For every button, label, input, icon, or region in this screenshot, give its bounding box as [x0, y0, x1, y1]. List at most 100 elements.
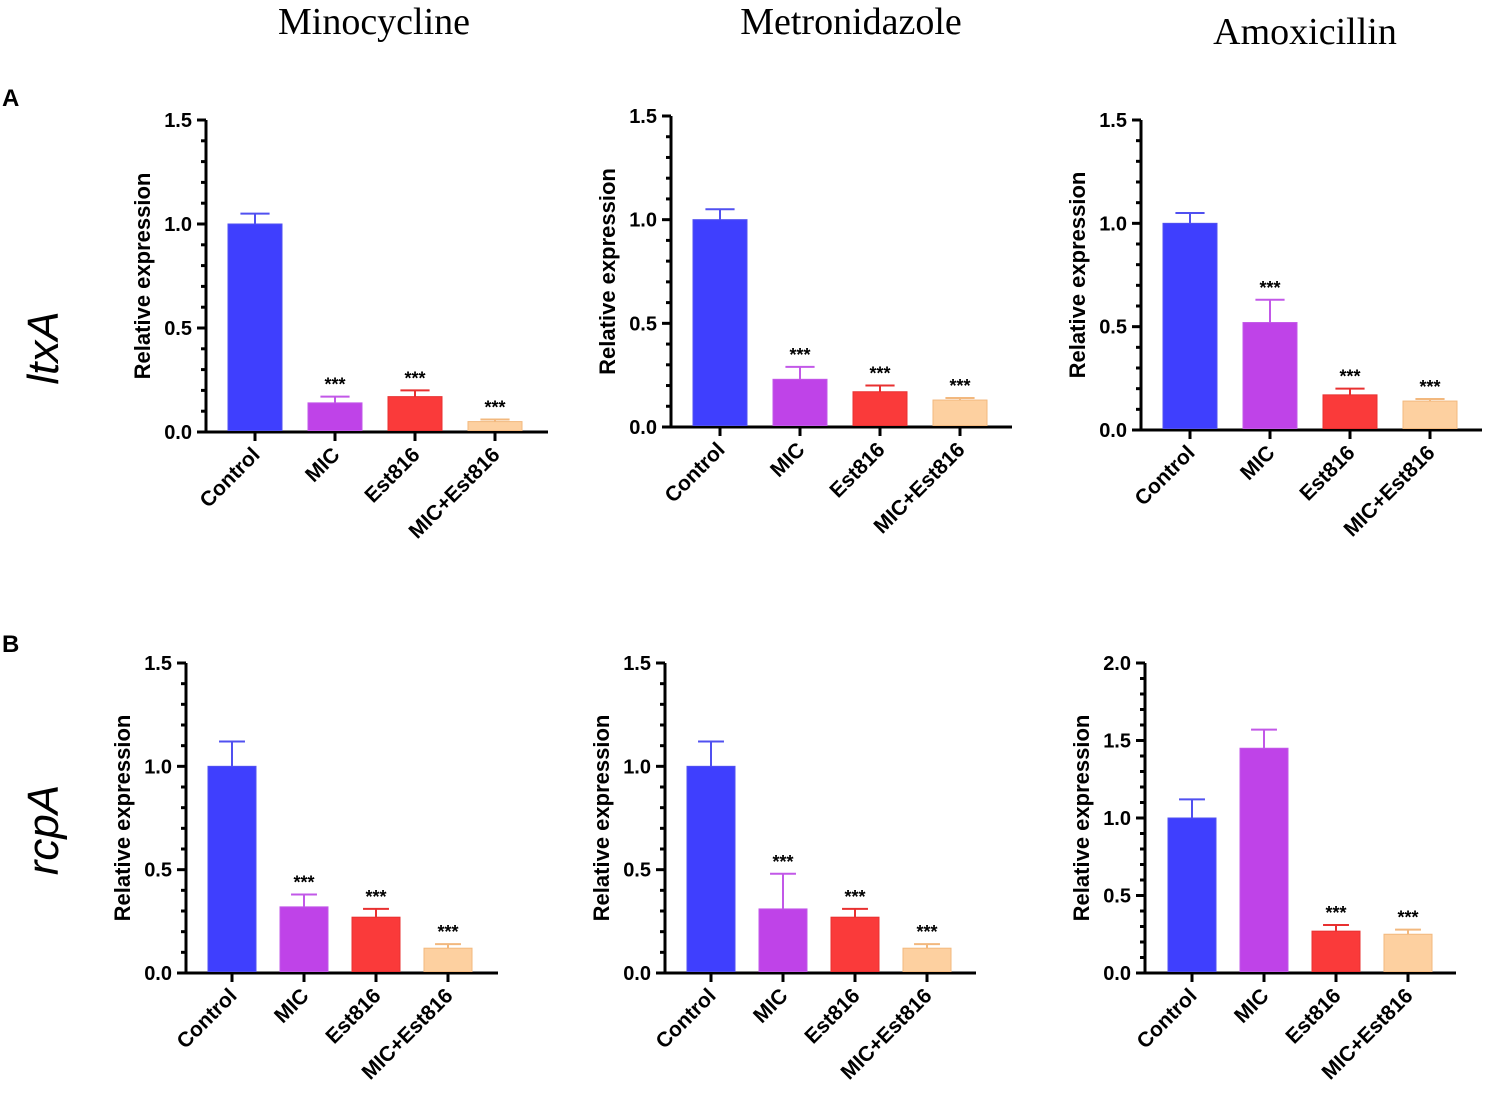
- significance-mic: ***: [293, 872, 314, 892]
- significance-mic-plus-est816: ***: [437, 922, 458, 942]
- y-tick-label: 0.0: [144, 963, 172, 985]
- category-label-mic: MIC: [301, 443, 344, 486]
- significance-mic: ***: [789, 345, 810, 365]
- category-label-est816: Est816: [825, 438, 889, 502]
- category-label-mic: MIC: [766, 438, 809, 481]
- significance-mic: ***: [1259, 278, 1280, 298]
- y-tick-label: 0.5: [629, 313, 657, 335]
- y-tick-label: 0.0: [164, 422, 192, 444]
- significance-est816: ***: [869, 364, 890, 384]
- y-tick-label: 1.0: [629, 210, 657, 232]
- y-tick-label: 1.0: [1103, 808, 1131, 830]
- panel-letter-b: B: [2, 631, 19, 658]
- y-tick-label: 0.0: [629, 417, 657, 439]
- bar-mic-plus-est816: [902, 947, 952, 973]
- bar-mic-plus-est816: [467, 421, 523, 432]
- panel-letter-a: A: [2, 85, 19, 112]
- bar-mic-plus-est816: [932, 399, 988, 426]
- chart-rcpa-metronidazole: 0.0 0.5 1.0 1.5 Relative expression Control **…: [589, 653, 976, 1084]
- bar-control: [1167, 817, 1217, 972]
- bar-control: [686, 765, 736, 972]
- y-tick-label: 0.5: [1099, 317, 1127, 339]
- bar-control: [207, 765, 257, 972]
- y-tick-label: 1.0: [164, 214, 192, 236]
- category-label-est816: Est816: [360, 443, 424, 507]
- category-label-est816: Est816: [1295, 441, 1359, 505]
- y-tick-label: 2.0: [1103, 653, 1131, 675]
- significance-mic-plus-est816: ***: [484, 398, 505, 418]
- category-label-mic: MIC: [270, 984, 313, 1027]
- y-tick-label: 1.0: [144, 756, 172, 778]
- row-label-ltxa: ltxA: [19, 311, 68, 384]
- significance-mic-plus-est816: ***: [1419, 377, 1440, 397]
- chart-rcpa-amoxicillin: 0.0 0.5 1.0 1.5 2.0 Relative expression Contro…: [1069, 653, 1456, 1084]
- y-axis-label: Relative expression: [595, 168, 620, 375]
- significance-est816: ***: [404, 368, 425, 388]
- category-label-control: Control: [172, 984, 241, 1053]
- category-label-mic: MIC: [1230, 984, 1273, 1027]
- bar-est816: [351, 916, 401, 973]
- significance-mic-plus-est816: ***: [1397, 908, 1418, 928]
- column-title-minocycline: Minocycline: [278, 1, 470, 43]
- bar-mic: [1242, 322, 1298, 429]
- chart-ltxa-amoxicillin: 0.0 0.5 1.0 1.5 Relative expression Control **…: [1065, 110, 1482, 541]
- y-tick-label: 0.0: [623, 963, 651, 985]
- chart-ltxa-minocycline: 0.0 0.5 1.0 1.5 Relative expression Control **…: [130, 110, 548, 543]
- chart-rcpa-minocycline: 0.0 0.5 1.0 1.5 Relative expression Control **…: [110, 653, 498, 1084]
- category-label-control: Control: [651, 984, 720, 1053]
- category-label-est816: Est816: [800, 984, 864, 1048]
- bar-mic-plus-est816: [423, 947, 473, 973]
- y-tick-label: 1.5: [1099, 110, 1127, 132]
- category-label-mic: MIC: [1236, 441, 1279, 484]
- y-tick-label: 0.0: [1103, 963, 1131, 985]
- y-tick-label: 1.5: [629, 106, 657, 128]
- y-tick-label: 1.5: [1103, 731, 1131, 753]
- category-label-est816: Est816: [321, 984, 385, 1048]
- bar-est816: [852, 391, 908, 426]
- y-tick-label: 0.5: [164, 318, 192, 340]
- bar-mic: [307, 402, 363, 432]
- bar-est816: [1322, 394, 1378, 430]
- bar-est816: [830, 916, 880, 973]
- category-label-control: Control: [1130, 441, 1199, 510]
- category-label-est816: Est816: [1281, 984, 1345, 1048]
- category-label-control: Control: [660, 438, 729, 507]
- bar-mic: [772, 378, 828, 426]
- significance-mic: ***: [324, 375, 345, 395]
- row-label-rcpa: rcpA: [19, 785, 68, 875]
- chart-ltxa-metronidazole: 0.0 0.5 1.0 1.5 Relative expression Control **…: [595, 106, 1012, 538]
- y-tick-label: 0.5: [623, 860, 651, 882]
- y-axis-label: Relative expression: [110, 715, 135, 922]
- y-tick-label: 1.5: [623, 653, 651, 675]
- bar-mic: [758, 908, 808, 973]
- bar-est816: [387, 396, 443, 432]
- bar-control: [1162, 222, 1218, 429]
- column-title-amoxicillin: Amoxicillin: [1213, 11, 1397, 53]
- y-tick-label: 0.5: [144, 860, 172, 882]
- y-tick-label: 0.5: [1103, 886, 1131, 908]
- y-tick-label: 0.0: [1099, 420, 1127, 442]
- bar-mic-plus-est816: [1402, 400, 1458, 430]
- column-title-metronidazole: Metronidazole: [740, 1, 962, 43]
- y-axis-label: Relative expression: [589, 715, 614, 922]
- bar-mic: [279, 906, 329, 972]
- y-tick-label: 1.5: [144, 653, 172, 675]
- significance-est816: ***: [365, 887, 386, 907]
- y-tick-label: 1.5: [164, 110, 192, 132]
- bar-mic: [1239, 747, 1289, 972]
- y-axis-label: Relative expression: [1069, 715, 1094, 922]
- y-axis-label: Relative expression: [1065, 172, 1090, 379]
- significance-est816: ***: [844, 887, 865, 907]
- y-tick-label: 1.0: [1099, 213, 1127, 235]
- y-tick-label: 1.0: [623, 756, 651, 778]
- significance-est816: ***: [1325, 903, 1346, 923]
- significance-est816: ***: [1339, 367, 1360, 387]
- y-axis-label: Relative expression: [130, 173, 155, 380]
- bar-mic-plus-est816: [1383, 933, 1433, 972]
- significance-mic-plus-est816: ***: [949, 376, 970, 396]
- category-label-mic: MIC: [749, 984, 792, 1027]
- category-label-control: Control: [195, 443, 264, 512]
- bar-control: [692, 219, 748, 426]
- bar-control: [227, 223, 283, 431]
